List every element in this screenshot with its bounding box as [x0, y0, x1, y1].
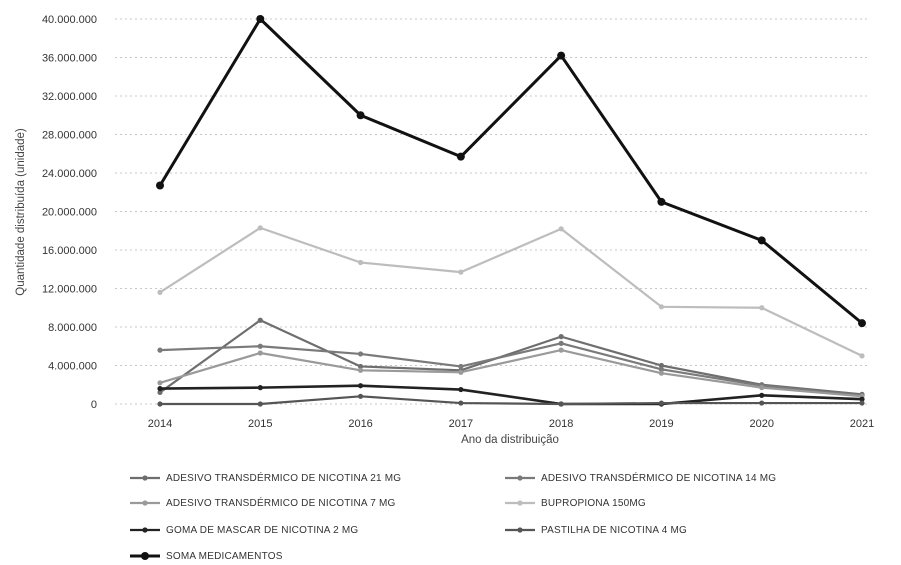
data-point — [859, 400, 865, 406]
legend-label: BUPROPIONA 150MG — [541, 498, 646, 509]
data-point — [357, 259, 364, 266]
y-axis-title: Quantidade distribuída (unidade) — [15, 128, 27, 296]
legend-marker — [517, 475, 523, 481]
data-point — [157, 389, 163, 396]
series-line — [158, 17, 863, 325]
y-tick-label: 20.000.000 — [42, 207, 97, 219]
data-point — [157, 347, 163, 353]
data-point — [458, 386, 464, 393]
legend-label: PASTILHA DE NICOTINA 4 MG — [541, 525, 687, 536]
data-point — [257, 401, 263, 407]
data-point — [558, 340, 564, 346]
data-point — [256, 15, 265, 23]
y-tick-label: 40.000.000 — [42, 14, 97, 26]
data-point — [859, 353, 865, 359]
x-tick-label: 2017 — [449, 418, 473, 430]
legend-label: ADESIVO TRANSDÉRMICO DE NICOTINA 21 MG — [166, 471, 401, 484]
data-point — [658, 370, 665, 376]
data-point — [357, 363, 364, 370]
data-point — [357, 367, 364, 373]
data-point — [558, 401, 564, 407]
legend-marker — [142, 527, 148, 533]
data-point — [658, 362, 665, 369]
data-point — [356, 111, 365, 120]
y-tick-label: 8.000.000 — [48, 322, 97, 334]
x-tick-label: 2018 — [549, 418, 573, 430]
x-tick-label: 2021 — [850, 418, 874, 430]
data-point — [357, 351, 364, 357]
series-line — [159, 349, 863, 398]
data-point — [257, 343, 263, 349]
x-tick-label: 2019 — [649, 418, 673, 430]
series-line — [159, 342, 863, 397]
grid-lines — [115, 18, 867, 405]
legend-label: ADESIVO TRANSDÉRMICO DE NICOTINA 7 MG — [166, 496, 395, 509]
y-tick-label: 16.000.000 — [42, 245, 97, 257]
data-point — [157, 289, 163, 295]
data-point — [257, 225, 263, 231]
x-tick-label: 2015 — [248, 418, 272, 430]
data-point — [357, 383, 364, 389]
data-point — [759, 385, 765, 391]
data-point — [257, 317, 263, 323]
x-axis-title: Ano da distribuição — [461, 434, 559, 446]
series-line — [159, 384, 863, 406]
data-point — [658, 366, 665, 372]
x-tick-label: 2014 — [148, 418, 172, 430]
y-tick-label: 32.000.000 — [42, 91, 97, 103]
series-lines — [156, 15, 866, 407]
series-line — [159, 319, 863, 396]
legend-label: SOMA MEDICAMENTOS — [166, 551, 283, 562]
legend-marker — [141, 552, 149, 560]
data-point — [456, 152, 465, 161]
y-tick-label: 4.000.000 — [48, 361, 97, 373]
legend-marker — [142, 475, 148, 481]
data-point — [557, 51, 566, 60]
data-point — [858, 319, 866, 328]
legend-marker — [517, 500, 523, 506]
data-point — [257, 350, 263, 356]
data-point — [157, 380, 163, 386]
data-point — [257, 385, 263, 391]
data-point — [458, 400, 464, 406]
data-point — [458, 369, 464, 375]
data-point — [458, 363, 464, 370]
series-line — [160, 395, 862, 406]
x-axis-ticks: 2014 2015 2016 2017 2018 2019 2020 2021 — [148, 418, 874, 430]
data-point — [157, 401, 163, 407]
legend-marker — [517, 527, 523, 533]
data-point — [558, 226, 564, 232]
series-line — [159, 226, 863, 357]
data-point — [458, 269, 464, 275]
y-tick-label: 28.000.000 — [42, 130, 97, 142]
data-point — [357, 393, 364, 399]
data-point — [759, 392, 765, 398]
data-point — [156, 181, 164, 190]
y-axis-ticks: 0 4.000.000 8.000.000 12.000.000 16.000.000 2… — [42, 14, 97, 411]
data-point — [558, 347, 564, 353]
legend-label: ADESIVO TRANSDÉRMICO DE NICOTINA 14 MG — [541, 471, 776, 484]
data-point — [658, 400, 665, 406]
data-point — [759, 400, 765, 406]
data-point — [558, 334, 564, 340]
data-point — [157, 386, 163, 392]
data-point — [759, 305, 765, 311]
data-point — [757, 236, 766, 245]
y-tick-label: 36.000.000 — [42, 53, 97, 65]
x-tick-label: 2020 — [749, 418, 773, 430]
y-tick-label: 12.000.000 — [42, 284, 97, 296]
y-tick-label: 24.000.000 — [42, 168, 97, 180]
legend: ADESIVO TRANSDÉRMICO DE NICOTINA 21 MG AD… — [130, 471, 776, 562]
data-point — [859, 396, 865, 402]
data-point — [657, 197, 666, 206]
x-tick-label: 2016 — [348, 418, 372, 430]
legend-marker — [142, 500, 148, 506]
y-tick-label: 0 — [91, 399, 97, 411]
data-point — [658, 304, 665, 310]
legend-label: GOMA DE MASCAR DE NICOTINA 2 MG — [166, 525, 358, 536]
